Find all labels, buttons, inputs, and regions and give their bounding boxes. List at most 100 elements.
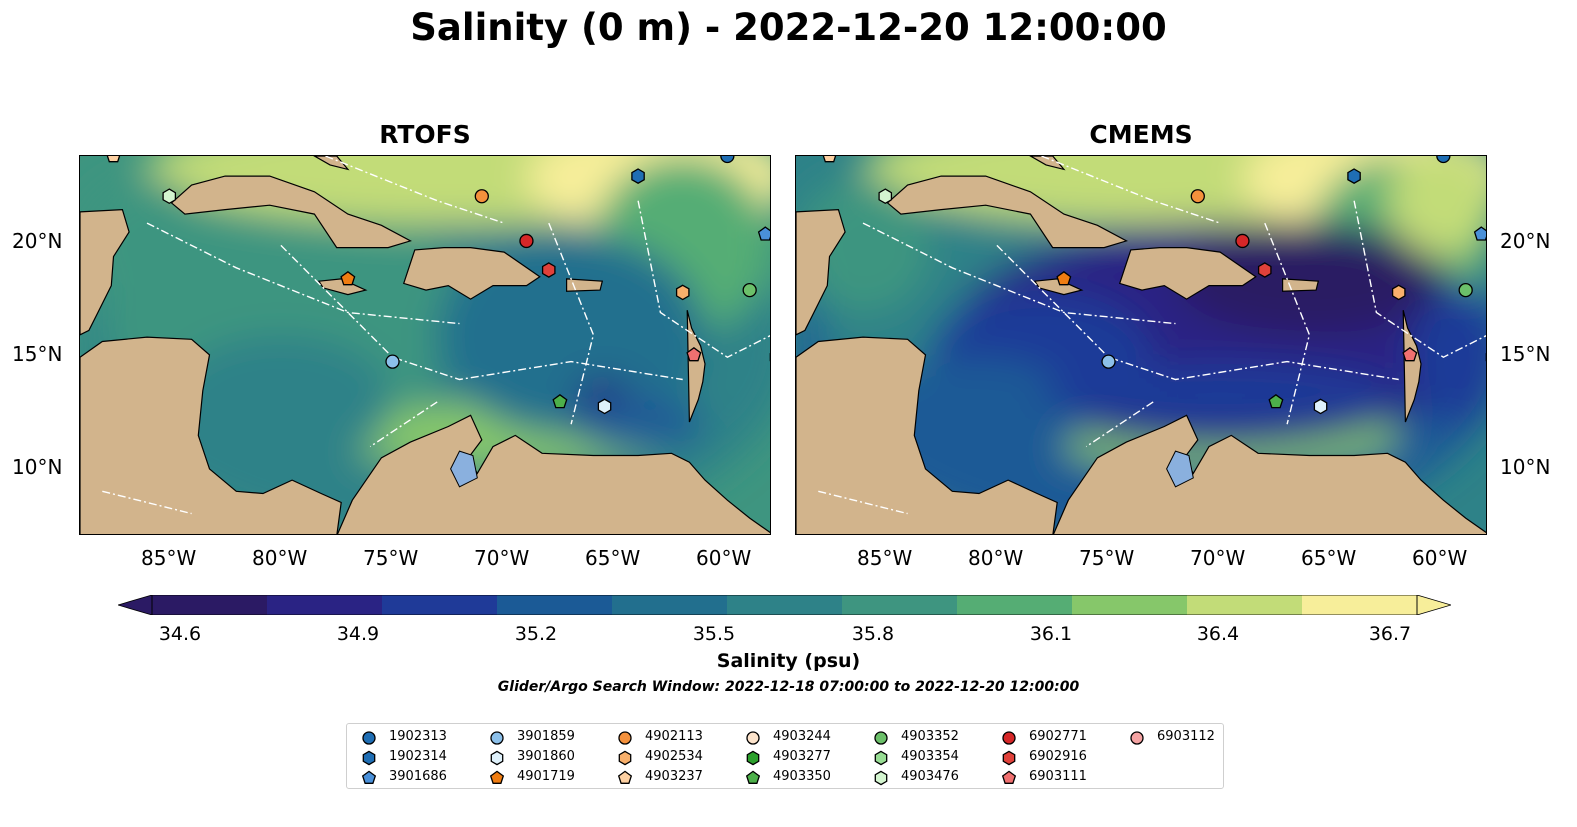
float-marker-3901859[interactable] [385,354,400,369]
lesser-landmass [686,310,706,423]
float-marker-6902771[interactable] [519,233,534,249]
float-marker-3901686[interactable] [757,226,771,241]
legend-label: 6902771 [1029,729,1087,744]
eez-boundary [548,222,595,425]
eez-boundary [1085,401,1154,448]
cmems-salinity-map[interactable] [795,155,1487,535]
float-marker-3901859[interactable] [1101,354,1116,369]
float-marker-1902314[interactable] [1347,168,1361,184]
puertorico-landmass [1282,278,1320,292]
search-window-note: Glider/Argo Search Window: 2022-12-18 07… [497,679,1080,695]
legend-marker[interactable] [874,750,888,766]
float-marker-6902916[interactable] [1257,262,1272,278]
colorbar-segment [899,595,958,615]
legend-label: 4901719 [517,769,575,784]
legend-marker[interactable] [362,750,376,766]
lat-label-20n: 20°N [1500,229,1551,253]
lon-label-75w: 75°W [1079,546,1135,570]
colorbar-tick: 35.5 [692,623,736,645]
legend-marker[interactable] [618,731,632,745]
float-marker-6903111[interactable] [1402,346,1418,362]
float-marker-1902314[interactable] [631,168,645,184]
legend-marker[interactable] [618,750,632,766]
float-marker-4902534[interactable] [675,284,690,301]
legend-marker[interactable] [874,731,888,745]
salinity-region [1175,223,1444,335]
colorbar-segment [554,595,613,615]
float-marker-6903111[interactable] [686,346,702,362]
float-marker-4901719[interactable] [1056,270,1072,286]
legend-label: 4903277 [773,749,831,764]
float-marker-4903476[interactable] [162,188,177,205]
legend-marker[interactable] [1001,770,1017,784]
colorbar-segment [842,595,900,615]
eez-boundary [1264,222,1311,425]
colorbar-tick: 35.8 [851,623,895,645]
legend-marker[interactable] [746,750,760,766]
colorbar-segment [324,595,383,615]
yucatan-landmass [80,208,130,336]
legend-label: 4903244 [773,729,831,744]
legend-label: 4903476 [901,769,959,784]
jamaica-landmass [1033,278,1084,296]
legend-marker[interactable] [745,770,761,784]
eez-boundary [1353,200,1486,359]
lat-label-20n: 20°N [12,229,63,253]
hispaniola-landmass [1118,246,1257,300]
float-marker-4902534[interactable] [1391,284,1406,301]
legend-marker[interactable] [1002,750,1016,766]
float-marker-6902916[interactable] [541,262,556,278]
legend-label: 4903352 [901,729,959,744]
float-marker-3901686[interactable] [1473,226,1487,241]
float-marker-4903352[interactable] [742,282,757,298]
float-marker-3901860[interactable] [1313,398,1328,415]
legend-marker[interactable] [490,750,504,766]
rtofs-salinity-map[interactable] [79,155,771,535]
float-marker-4902113[interactable] [1190,189,1205,204]
colorbar-tick: 36.4 [1196,623,1240,645]
southamerica-landmass [1052,414,1486,534]
float-marker-1902313[interactable] [1436,156,1451,164]
lon-label-75w: 75°W [363,546,419,570]
colorbar-label: Salinity (psu) [716,650,861,672]
colorbar-segment [497,595,555,615]
float-marker-4903354[interactable] [1485,350,1487,364]
legend-marker[interactable] [361,770,377,784]
colorbar-tick: 34.6 [158,623,202,645]
salinity-region [571,397,706,452]
float-marker-6902771[interactable] [1235,233,1250,249]
float-marker-4902113[interactable] [474,189,489,204]
float-marker-3901860[interactable] [597,398,612,415]
float-marker-4903237[interactable] [822,156,837,163]
legend-marker[interactable] [490,731,504,745]
float-marker-4903237[interactable] [106,156,121,163]
float-marker-4903352[interactable] [1458,282,1473,298]
legend-marker[interactable] [1130,731,1144,745]
hispaniola-landmass [402,246,541,300]
float-marker-4901719[interactable] [340,270,356,286]
legend-marker[interactable] [1002,731,1016,745]
lon-label-65w: 65°W [1301,546,1357,570]
float-marker-1902313[interactable] [720,156,735,164]
eez-boundary [862,222,1176,325]
float-marker-4903476[interactable] [878,188,893,205]
legend-marker[interactable] [617,770,633,784]
lesser-landmass [1402,310,1422,423]
legend-label: 4903354 [901,749,959,764]
legend-marker[interactable] [874,770,888,786]
legend-marker[interactable] [489,770,505,784]
float-marker-4903350[interactable] [1268,393,1284,409]
legend-marker[interactable] [362,731,376,745]
legend-label: 4902113 [645,729,703,744]
lake-maracaibo [450,450,478,488]
figure-title: Salinity (0 m) - 2022-12-20 12:00:00 [410,6,1167,49]
legend-marker[interactable] [746,731,760,745]
float-marker-4903354[interactable] [769,350,771,364]
colorbar-segment [209,595,268,615]
colorbar-segment [784,595,843,615]
central-landmass [796,336,1058,534]
float-marker-4903350[interactable] [552,393,568,409]
colorbar-segment [727,595,785,615]
cmems-panel-title: CMEMS [1089,120,1193,149]
puertorico-landmass [566,278,604,292]
